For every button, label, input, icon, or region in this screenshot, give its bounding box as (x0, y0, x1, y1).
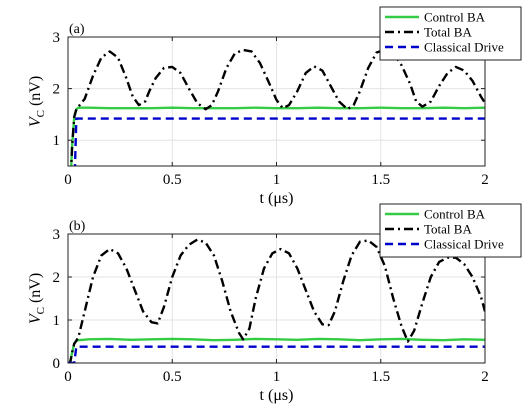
x-tick-label: 2 (481, 172, 489, 188)
y-axis-label: VC (nV) (27, 273, 47, 324)
x-axis-label: t (μs) (260, 190, 294, 207)
x-axis-label: t (μs) (260, 387, 294, 404)
x-tick-label: 0 (64, 172, 72, 188)
y-tick-label: 1 (53, 133, 61, 149)
chart-panel-b: 0 0.5 1 1.5 2 0 1 2 3 t (μs) VC (nV) (b) Control BAT… (27, 203, 522, 404)
legend-entry-control-ba: Control BA (424, 10, 486, 25)
legend-entry-control-ba: Control BA (424, 207, 486, 222)
x-tick-label: 1.5 (371, 172, 390, 188)
series-group (68, 238, 485, 363)
x-tick-label: 0.5 (163, 369, 182, 385)
y-tick-label: 3 (53, 30, 61, 46)
x-tick-label: 0 (64, 369, 72, 385)
series-line-total-ba (70, 48, 485, 166)
panel-label: (a) (69, 22, 85, 37)
x-tick-label: 1 (273, 369, 281, 385)
y-tick-label: 1 (53, 313, 61, 329)
legend-entry-total-ba: Total BA (424, 222, 472, 237)
x-tick-label: 1.5 (371, 369, 390, 385)
x-tick-label: 2 (481, 369, 489, 385)
panel-label: (b) (69, 219, 86, 234)
x-tick-label: 1 (273, 172, 281, 188)
chart-panel-a: 0 0.5 1 1.5 2 1 2 3 t (μs) VC (nV) (a) Control BATo… (27, 6, 522, 207)
legend-entry-classical-drive: Classical Drive (424, 237, 504, 252)
y-tick-label: 3 (53, 227, 61, 243)
y-tick-label: 2 (53, 82, 61, 98)
legend-entry-classical-drive: Classical Drive (424, 40, 504, 55)
y-axis-label: VC (nV) (27, 76, 47, 127)
legend-entry-total-ba: Total BA (424, 25, 472, 40)
x-tick-label: 0.5 (163, 172, 182, 188)
series-line-control-ba (70, 106, 485, 166)
series-group (70, 48, 485, 166)
series-line-classical-drive (73, 117, 485, 166)
y-tick-label: 2 (53, 270, 61, 286)
y-tick-label: 0 (53, 356, 61, 372)
series-line-classical-drive (68, 345, 485, 363)
series-line-total-ba (68, 238, 485, 363)
